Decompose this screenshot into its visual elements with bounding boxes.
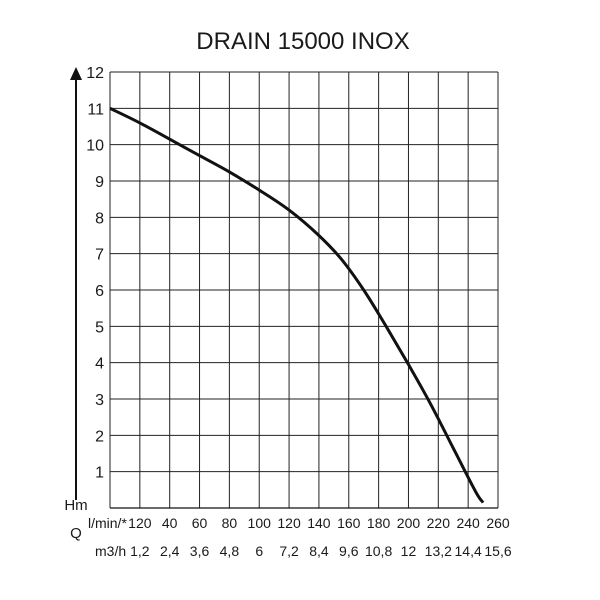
y-tick-label: 3 bbox=[95, 392, 104, 409]
y-tick-label: 12 bbox=[86, 65, 104, 82]
chart-title: DRAIN 15000 INOX bbox=[196, 28, 409, 55]
x-tick-label-secondary: 9,6 bbox=[339, 543, 359, 559]
axes bbox=[70, 67, 498, 509]
y-tick-label: 7 bbox=[95, 247, 104, 264]
y-tick-label: 2 bbox=[95, 428, 104, 445]
x-tick-label-primary: 240 bbox=[456, 515, 480, 531]
x-unit-secondary-label: m3/h bbox=[95, 543, 126, 559]
x-tick-label-primary: 200 bbox=[397, 515, 421, 531]
x-tick-label-primary: 160 bbox=[337, 515, 361, 531]
y-tick-label: 1 bbox=[95, 465, 104, 482]
y-tick-label: 10 bbox=[86, 138, 104, 155]
x-tick-label-secondary: 15,6 bbox=[484, 543, 511, 559]
x-tick-label-secondary: 7,2 bbox=[279, 543, 299, 559]
x-tick-label-secondary: 8,4 bbox=[309, 543, 329, 559]
x-tick-labels-primary: 120 40 60 80 100 120 140 160 180 200 220 240 260 bbox=[128, 515, 510, 531]
series-line bbox=[109, 106, 485, 504]
x-tick-label-primary: 220 bbox=[427, 515, 451, 531]
x-tick-label-primary: 100 bbox=[248, 515, 272, 531]
q-axis-label: Q bbox=[70, 525, 82, 542]
y-axis-arrowhead bbox=[70, 67, 82, 80]
x-tick-labels-secondary: 1,2 2,4 3,6 4,8 6 7,2 8,4 9,6 10,8 12 13,2 14,4 15,6 bbox=[130, 543, 512, 559]
x-tick-label-secondary: 2,4 bbox=[160, 543, 180, 559]
x-tick-label-primary: 60 bbox=[192, 515, 208, 531]
x-tick-label-primary: 40 bbox=[162, 515, 178, 531]
x-tick-label-primary: 260 bbox=[486, 515, 510, 531]
y-tick-label: 9 bbox=[95, 174, 104, 191]
x-tick-label-secondary: 12 bbox=[401, 543, 417, 559]
x-tick-label-secondary: 3,6 bbox=[190, 543, 210, 559]
x-tick-label-secondary: 10,8 bbox=[365, 543, 392, 559]
x-tick-label-secondary: 14,4 bbox=[455, 543, 482, 559]
x-unit-primary-label: l/min/* bbox=[88, 515, 127, 531]
y-tick-label: 4 bbox=[95, 356, 104, 373]
y-tick-label: 5 bbox=[95, 319, 104, 336]
x-tick-label-secondary: 13,2 bbox=[425, 543, 452, 559]
x-tick-label-primary: 140 bbox=[307, 515, 331, 531]
y-tick-label: 8 bbox=[95, 210, 104, 227]
x-tick-label-secondary: 6 bbox=[255, 543, 263, 559]
x-tick-label-secondary: 4,8 bbox=[220, 543, 240, 559]
y-tick-label: 11 bbox=[87, 101, 104, 118]
x-tick-label-primary: 120 bbox=[128, 515, 152, 531]
y-axis-label: Hm bbox=[64, 497, 87, 514]
y-tick-label: 6 bbox=[95, 283, 104, 300]
x-tick-label-secondary: 1,2 bbox=[130, 543, 150, 559]
x-tick-label-primary: 80 bbox=[222, 515, 238, 531]
x-tick-label-primary: 180 bbox=[367, 515, 391, 531]
grid bbox=[109, 71, 499, 508]
x-tick-label-primary: 120 bbox=[277, 515, 301, 531]
